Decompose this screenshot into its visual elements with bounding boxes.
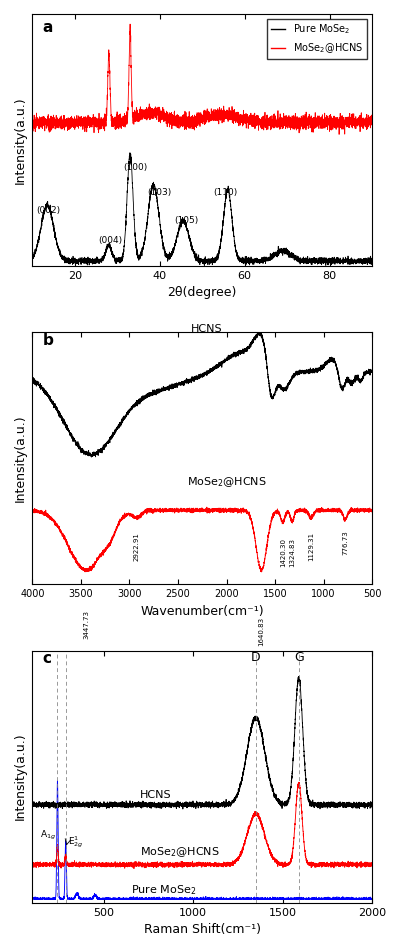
Text: D: D <box>251 652 261 664</box>
Text: G: G <box>294 652 304 664</box>
Text: c: c <box>43 651 52 666</box>
Text: HCNS: HCNS <box>191 324 223 334</box>
Text: (100): (100) <box>124 163 148 172</box>
Text: Pure MoSe$_2$: Pure MoSe$_2$ <box>131 884 196 898</box>
Text: 2922.91: 2922.91 <box>134 532 140 561</box>
X-axis label: 2θ(degree): 2θ(degree) <box>168 286 237 299</box>
Text: b: b <box>43 332 54 348</box>
Text: (105): (105) <box>175 216 199 225</box>
Y-axis label: Intensity(a.u.): Intensity(a.u.) <box>14 414 27 503</box>
Text: 1420.30: 1420.30 <box>280 539 286 567</box>
X-axis label: Raman Shift(cm⁻¹): Raman Shift(cm⁻¹) <box>144 923 261 936</box>
Text: 1324.83: 1324.83 <box>289 538 295 567</box>
Text: (103): (103) <box>147 188 171 198</box>
Text: A$_{1g}$: A$_{1g}$ <box>40 828 56 842</box>
Text: MoSe$_2$@HCNS: MoSe$_2$@HCNS <box>140 846 220 860</box>
Text: 776.73: 776.73 <box>342 531 348 556</box>
Text: (004): (004) <box>98 237 122 245</box>
Text: 1129.31: 1129.31 <box>308 532 314 560</box>
Y-axis label: Intensity(a.u.): Intensity(a.u.) <box>14 732 27 821</box>
Text: 1640.83: 1640.83 <box>258 617 264 646</box>
X-axis label: Wavenumber(cm⁻¹): Wavenumber(cm⁻¹) <box>140 605 264 618</box>
Text: a: a <box>43 20 53 34</box>
Y-axis label: Intensity(a.u.): Intensity(a.u.) <box>14 96 27 183</box>
Legend: Pure MoSe$_2$, MoSe$_2$@HCNS: Pure MoSe$_2$, MoSe$_2$@HCNS <box>267 19 367 59</box>
Text: MoSe$_2$@HCNS: MoSe$_2$@HCNS <box>187 475 266 489</box>
Text: (110): (110) <box>213 188 237 198</box>
Text: E$^{1}_{2g}$: E$^{1}_{2g}$ <box>68 835 84 850</box>
Text: HCNS: HCNS <box>140 789 171 800</box>
Text: 3447.73: 3447.73 <box>83 610 89 638</box>
Text: (002): (002) <box>37 206 61 215</box>
